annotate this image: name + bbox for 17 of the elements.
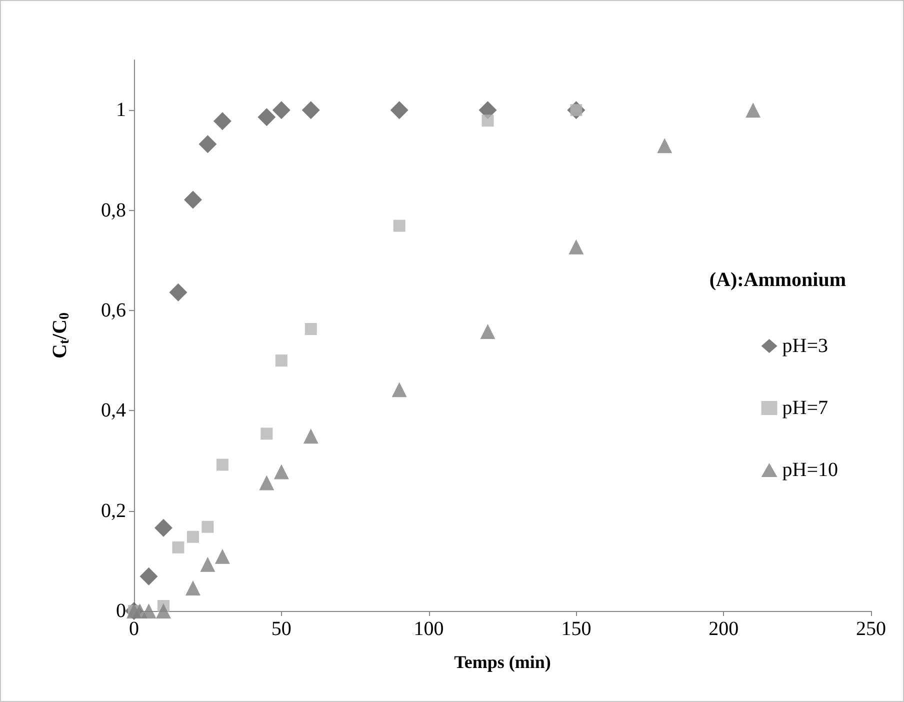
- x-tick-label: 250: [856, 618, 886, 640]
- x-axis-title: Temps (min): [454, 652, 551, 672]
- x-tick-label: 100: [414, 618, 444, 640]
- x-tick-label: 50: [271, 618, 292, 640]
- x-tick-label: 150: [561, 618, 592, 640]
- legend-label: pH=7: [782, 397, 828, 419]
- y-tick-label: 1: [116, 99, 126, 122]
- y-tick-label: 0,8: [101, 199, 126, 222]
- x-tick-label: 200: [708, 618, 739, 640]
- y-tick-label: 0: [116, 600, 126, 622]
- y-tick-label: 0,2: [101, 500, 126, 522]
- y-axis-title: Ct/C0: [49, 312, 72, 359]
- y-tick-label: 0,6: [101, 299, 126, 322]
- y-tick-label: 0,4: [101, 400, 126, 422]
- legend-label: pH=10: [782, 459, 838, 481]
- legend-title: (A):Ammonium: [709, 269, 846, 291]
- legend-label: pH=3: [782, 335, 828, 357]
